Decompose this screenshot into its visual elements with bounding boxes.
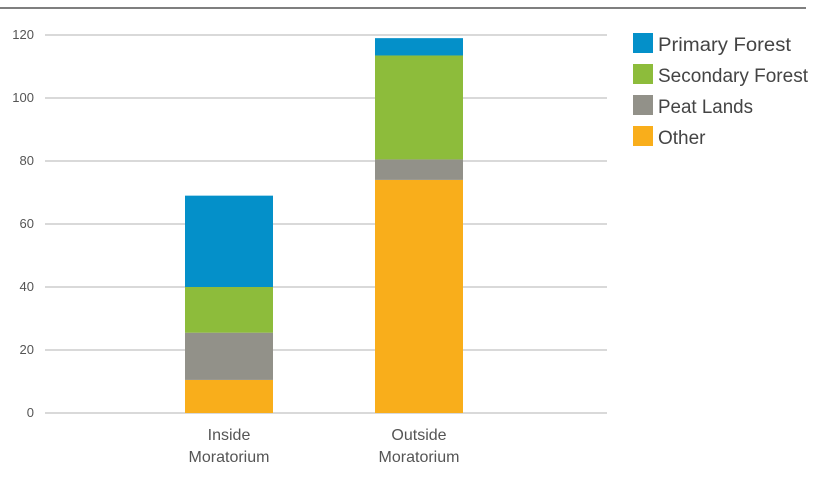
legend-swatch <box>633 126 653 146</box>
legend-item-other: Other <box>633 126 706 149</box>
legend-swatch <box>633 95 653 115</box>
legend-swatch <box>633 64 653 84</box>
legend-label: Secondary Forest <box>658 66 809 87</box>
y-tick-label: 100 <box>12 90 34 105</box>
y-tick-label: 40 <box>20 279 34 294</box>
gridlines <box>45 34 607 414</box>
legend-label: Peat Lands <box>658 97 753 118</box>
y-axis-ticks: 0 20 40 60 80 100 120 <box>12 27 34 420</box>
y-tick-label: 0 <box>27 405 34 420</box>
y-tick-label: 20 <box>20 342 34 357</box>
x-tick-label: Inside Moratorium <box>189 427 270 466</box>
bar-segment-secondary-forest-inside-moratorium <box>185 287 273 333</box>
bar-stack-inside-moratorium <box>185 195 273 413</box>
legend-label: Other <box>658 128 706 149</box>
x-axis-labels: Inside Moratorium Outside Moratorium <box>189 427 460 466</box>
bar-segment-secondary-forest-outside-moratorium <box>375 55 463 160</box>
legend-label: Primary Forest <box>658 35 792 56</box>
legend-item-secondary-forest: Secondary Forest <box>633 64 809 87</box>
y-tick-label: 80 <box>20 153 34 168</box>
bars <box>185 38 463 413</box>
bar-segment-primary-forest-inside-moratorium <box>185 195 273 287</box>
legend-item-primary-forest: Primary Forest <box>633 33 792 56</box>
x-tick-label: Outside Moratorium <box>379 427 460 466</box>
bar-segment-other-outside-moratorium <box>375 179 463 413</box>
y-tick-label: 60 <box>20 216 34 231</box>
bar-segment-peat-lands-inside-moratorium <box>185 332 273 380</box>
legend-swatch <box>633 33 653 53</box>
bar-segment-peat-lands-outside-moratorium <box>375 159 463 180</box>
legend: Primary Forest Secondary Forest Peat Lands… <box>633 33 809 149</box>
bar-segment-other-inside-moratorium <box>185 379 273 413</box>
bar-segment-primary-forest-outside-moratorium <box>375 38 463 56</box>
legend-item-peat-lands: Peat Lands <box>633 95 753 118</box>
bar-stack-outside-moratorium <box>375 38 463 413</box>
y-tick-label: 120 <box>12 27 34 42</box>
